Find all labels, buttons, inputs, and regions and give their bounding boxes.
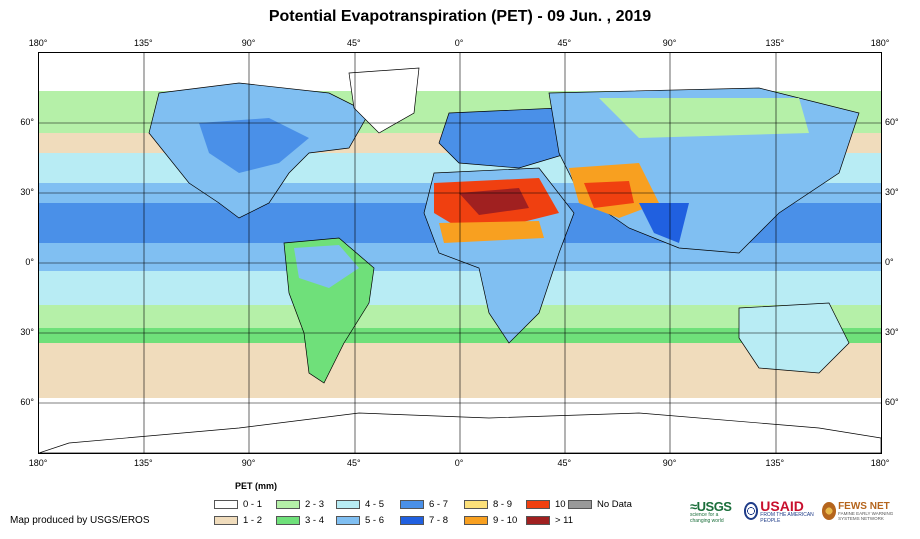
- usaid-wordmark: USAID: [760, 498, 804, 514]
- north-america-interior: [199, 118, 309, 173]
- arabia-core: [584, 181, 634, 208]
- map-title: Potential Evapotranspiration (PET) - 09 …: [268, 8, 652, 25]
- legend-label: No Data: [597, 499, 632, 510]
- south-asia: [639, 203, 689, 243]
- latitude-tick-label: 60°: [885, 117, 899, 127]
- legend-swatch: [568, 500, 592, 509]
- legend-item: 9 - 10: [464, 515, 517, 526]
- legend-swatch: [214, 500, 238, 509]
- legend-label: 6 - 7: [429, 499, 449, 510]
- legend-title: PET (mm): [235, 481, 278, 491]
- south-america-north: [294, 245, 359, 288]
- australia: [738, 302, 850, 374]
- legend-swatch: [276, 516, 300, 525]
- fews-logo: FEWS NET FAMINE EARLY WARNING SYSTEMS NE…: [821, 501, 914, 521]
- longitude-tick-label: 90°: [241, 458, 256, 468]
- legend-swatch: [464, 516, 488, 525]
- latitude-tick-label: 60°: [20, 117, 34, 127]
- legend-swatch: [214, 516, 238, 525]
- usaid-logo: USAID FROM THE AMERICAN PEOPLE: [743, 498, 816, 524]
- longitude-tick-label: 45°: [346, 458, 361, 468]
- usgs-tagline: science for a changing world: [690, 511, 724, 524]
- legend-item: 0 - 1: [214, 499, 262, 510]
- longitude-tick-label: 0°: [454, 458, 464, 468]
- legend-swatch: [400, 516, 424, 525]
- sahel: [439, 221, 544, 243]
- longitude-tick-label: 45°: [346, 38, 361, 48]
- legend-label: 5 - 6: [365, 515, 385, 526]
- legend-item: 1 - 2: [214, 515, 262, 526]
- legend-swatch: [526, 500, 550, 509]
- legend-label: > 11: [555, 515, 574, 526]
- legend-item: 2 - 3: [276, 499, 324, 510]
- pet-map-canvas: [39, 53, 881, 453]
- latitude-tick-label: 0°: [25, 257, 34, 267]
- europe: [438, 107, 570, 169]
- legend-label: 0 - 1: [243, 499, 263, 510]
- longitude-tick-label: 90°: [241, 38, 256, 48]
- fews-tagline: FAMINE EARLY WARNING SYSTEMS NETWORK: [838, 511, 894, 521]
- siberia: [599, 98, 809, 138]
- legend-swatch: [336, 500, 360, 509]
- legend-swatch: [464, 500, 488, 509]
- longitude-tick-label: 135°: [765, 458, 785, 468]
- legend-item: > 11: [526, 515, 573, 526]
- latitude-tick-label: 30°: [885, 187, 899, 197]
- legend-swatch: [336, 516, 360, 525]
- usgs-wordmark: ≈USGS: [690, 498, 732, 514]
- legend-label: 4 - 5: [365, 499, 385, 510]
- longitude-tick-label: 180°: [870, 38, 890, 48]
- legend-item: 6 - 7: [400, 499, 448, 510]
- longitude-tick-label: 90°: [662, 38, 677, 48]
- legend-item: 8 - 9: [464, 499, 512, 510]
- logo-row: ≈USGS science for a changing world USAID…: [690, 498, 920, 524]
- legend-swatch: [400, 500, 424, 509]
- longitude-tick-label: 0°: [454, 38, 464, 48]
- legend-label: 2 - 3: [305, 499, 325, 510]
- legend-item: 7 - 8: [400, 515, 448, 526]
- usaid-seal-icon: [743, 502, 759, 520]
- legend-label: 9 - 10: [493, 515, 518, 526]
- pet-map: [38, 52, 882, 454]
- longitude-tick-label: 180°: [28, 38, 48, 48]
- latitude-tick-label: 30°: [20, 187, 34, 197]
- legend-swatch: [276, 500, 300, 509]
- longitude-tick-label: 45°: [557, 458, 572, 468]
- legend-item: No Data: [568, 499, 632, 510]
- legend-label: 7 - 8: [429, 515, 449, 526]
- longitude-tick-label: 135°: [133, 38, 153, 48]
- legend-label: 3 - 4: [305, 515, 325, 526]
- latitude-tick-label: 60°: [885, 397, 899, 407]
- legend-label: 8 - 9: [493, 499, 513, 510]
- sahara-core: [459, 188, 529, 215]
- legend-swatch: [526, 516, 550, 525]
- longitude-tick-label: 180°: [28, 458, 48, 468]
- longitude-tick-label: 90°: [662, 458, 677, 468]
- graticule: [39, 53, 881, 453]
- credit-text: Map produced by USGS/EROS: [10, 515, 150, 526]
- legend-item: 5 - 6: [336, 515, 384, 526]
- latitude-tick-label: 30°: [20, 327, 34, 337]
- fews-seal-icon: [821, 502, 837, 520]
- usaid-tagline: FROM THE AMERICAN PEOPLE: [760, 512, 814, 524]
- longitude-tick-label: 45°: [557, 38, 572, 48]
- latitude-tick-label: 0°: [885, 257, 894, 267]
- latitude-tick-label: 60°: [20, 397, 34, 407]
- longitude-tick-label: 180°: [870, 458, 890, 468]
- legend-item: 3 - 4: [276, 515, 324, 526]
- longitude-tick-label: 135°: [133, 458, 153, 468]
- latitude-tick-label: 30°: [885, 327, 899, 337]
- fews-wordmark: FEWS NET: [838, 501, 890, 512]
- usgs-logo: ≈USGS science for a changing world: [690, 499, 738, 524]
- legend-item: 4 - 5: [336, 499, 384, 510]
- longitude-tick-label: 135°: [765, 38, 785, 48]
- legend-label: 1 - 2: [243, 515, 263, 526]
